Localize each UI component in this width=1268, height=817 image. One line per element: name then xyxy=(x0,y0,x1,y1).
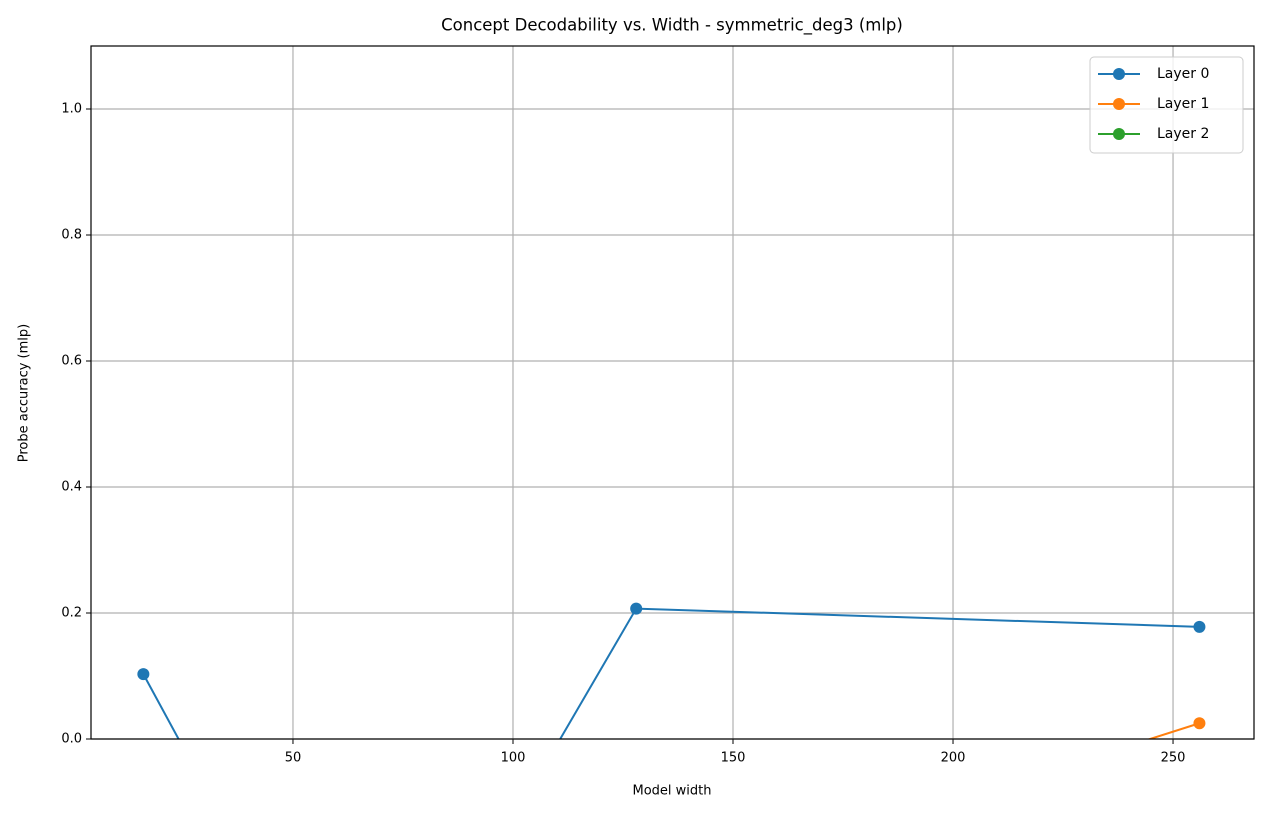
series-marker xyxy=(1193,620,1206,633)
series-marker xyxy=(208,798,220,810)
y-tick-label: 0.4 xyxy=(61,480,82,495)
y-tick-label: 1.0 xyxy=(61,102,82,117)
legend-label: Layer 0 xyxy=(1157,66,1209,82)
x-tick-label: 100 xyxy=(501,751,526,766)
legend-label: Layer 2 xyxy=(1157,126,1209,142)
series-line xyxy=(1146,722,1200,739)
x-axis-label: Model width xyxy=(633,784,712,799)
series-marker xyxy=(630,602,643,615)
legend-box xyxy=(1089,56,1244,154)
x-tick-label: 150 xyxy=(721,751,746,766)
y-tick-label: 0.0 xyxy=(61,732,82,747)
legend-marker xyxy=(1113,128,1125,140)
series-line xyxy=(142,607,1200,739)
x-tick-label: 250 xyxy=(1161,751,1186,766)
y-tick-label: 0.2 xyxy=(61,606,82,621)
y-tick-label: 0.8 xyxy=(61,228,82,243)
plot-area xyxy=(137,602,1206,810)
x-tick-label: 200 xyxy=(941,751,966,766)
y-axis-label: Probe accuracy (mlp) xyxy=(17,324,32,462)
chart-title: Concept Decodability vs. Width - symmetr… xyxy=(441,16,903,36)
legend-marker xyxy=(1113,68,1125,80)
x-tick-label: 50 xyxy=(285,751,302,766)
legend-marker xyxy=(1113,98,1125,110)
y-tick-label: 0.6 xyxy=(61,354,82,369)
series-marker xyxy=(137,668,150,681)
legend-label: Layer 1 xyxy=(1157,96,1209,112)
plot-frame xyxy=(90,45,1255,740)
series-marker xyxy=(1193,717,1206,730)
